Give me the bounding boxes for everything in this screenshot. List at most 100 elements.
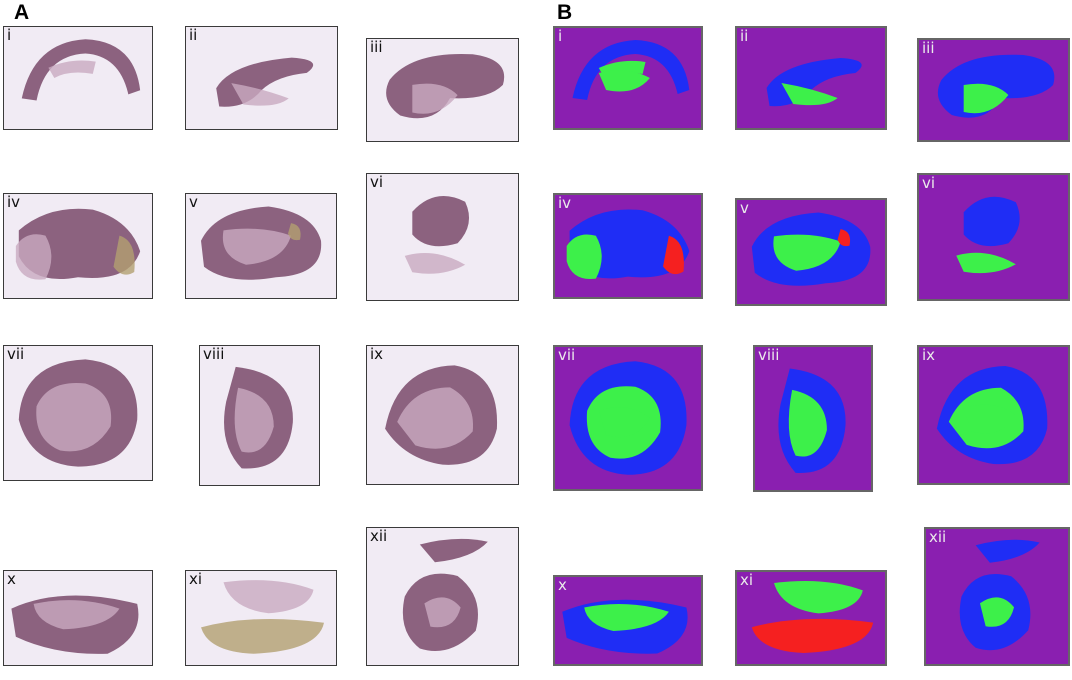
panel-b-tile-viii: viii bbox=[753, 345, 873, 492]
tile-label: vi bbox=[922, 174, 936, 192]
tissue-section-image bbox=[402, 538, 488, 652]
tile-label: ix bbox=[370, 345, 384, 363]
tile-label: i bbox=[558, 27, 563, 45]
panel-b-tile-iii: iii bbox=[917, 38, 1070, 142]
panel-b-tile-i: i bbox=[553, 26, 703, 130]
panel-a-tile-v: v bbox=[185, 193, 337, 299]
panel-b-tile-iv: iv bbox=[553, 193, 703, 299]
tissue-region bbox=[937, 54, 1055, 118]
panel-a-tile-x: x bbox=[3, 570, 153, 666]
tissue-region bbox=[572, 40, 690, 100]
tile-label: ii bbox=[189, 26, 198, 44]
tissue-region bbox=[15, 234, 52, 280]
tissue-region bbox=[963, 404, 1016, 434]
tissue-region bbox=[774, 580, 863, 614]
tile-label: viii bbox=[203, 345, 225, 363]
panel-a-tile-vi: vi bbox=[366, 173, 519, 301]
tissue-section-image bbox=[569, 361, 687, 475]
tissue-section-image bbox=[385, 365, 498, 465]
panel-b-tile-v: v bbox=[735, 198, 887, 306]
tissue-section-image bbox=[778, 368, 846, 473]
tile-label: vii bbox=[558, 346, 576, 364]
tissue-section-image bbox=[936, 366, 1048, 465]
tissue-region bbox=[837, 229, 851, 247]
tissue-region bbox=[397, 387, 474, 449]
tissue-region bbox=[963, 196, 1020, 247]
tile-label: v bbox=[740, 199, 749, 217]
tissue-region bbox=[956, 252, 1016, 274]
tile-label: xi bbox=[740, 571, 754, 589]
tissue-region bbox=[424, 597, 461, 628]
panel-a-tile-xii: xii bbox=[366, 527, 519, 666]
tissue-region bbox=[21, 39, 141, 101]
tissue-section-image bbox=[386, 54, 505, 119]
panel-b-tile-ix: ix bbox=[917, 345, 1070, 485]
panel-a-tile-i: i bbox=[3, 26, 153, 130]
panel-b-tile-xii: xii bbox=[924, 527, 1070, 666]
tile-label: ii bbox=[740, 27, 749, 45]
tissue-region bbox=[751, 618, 874, 653]
tile-label: vi bbox=[370, 173, 384, 191]
tissue-section-image bbox=[201, 206, 322, 280]
tissue-section-image bbox=[766, 58, 862, 107]
tissue-region bbox=[788, 389, 827, 457]
tissue-section-image bbox=[937, 54, 1055, 118]
panel-b-tile-x: x bbox=[553, 575, 703, 666]
tissue-section-image bbox=[201, 580, 324, 654]
tissue-region bbox=[598, 407, 650, 438]
tissue-region bbox=[386, 54, 505, 119]
tile-label: xii bbox=[370, 527, 388, 545]
panel-a-tile-viii: viii bbox=[199, 345, 320, 486]
tissue-region bbox=[975, 539, 1040, 563]
tissue-section-image bbox=[15, 208, 141, 280]
tissue-section-image bbox=[11, 595, 139, 654]
tissue-region bbox=[231, 83, 289, 106]
tissue-section-image bbox=[751, 212, 871, 286]
tile-label: x bbox=[7, 570, 16, 588]
panel-b-tile-xi: xi bbox=[735, 570, 887, 666]
tissue-region bbox=[234, 387, 274, 453]
tissue-region bbox=[781, 83, 838, 106]
tissue-section-image bbox=[18, 359, 138, 467]
panel-a-tile-xi: xi bbox=[185, 570, 337, 666]
tile-label: xii bbox=[929, 528, 947, 546]
tissue-region bbox=[113, 235, 135, 275]
tissue-region bbox=[412, 196, 470, 247]
tissue-region bbox=[201, 618, 324, 654]
panel-a-tile-vii: vii bbox=[3, 345, 153, 481]
panel-b-tile-vi: vi bbox=[917, 173, 1070, 301]
tile-label: vii bbox=[7, 345, 25, 363]
panel-a-tile-ix: ix bbox=[366, 345, 519, 485]
tissue-region bbox=[773, 234, 841, 271]
tissue-region bbox=[963, 83, 1009, 114]
tile-label: viii bbox=[758, 346, 780, 364]
tissue-region bbox=[419, 538, 488, 563]
tissue-section-image bbox=[566, 209, 690, 280]
tissue-region bbox=[584, 603, 669, 631]
panel-a-tile-ii: ii bbox=[185, 26, 338, 130]
tissue-region bbox=[663, 235, 684, 275]
tissue-region bbox=[222, 228, 291, 265]
panel-a-tile-iv: iv bbox=[3, 193, 153, 299]
tissue-section-image bbox=[572, 40, 690, 100]
tissue-section-image bbox=[224, 366, 293, 469]
panel-b-tile-ii: ii bbox=[735, 26, 887, 130]
tissue-section-image bbox=[562, 599, 688, 654]
tissue-section-image bbox=[959, 539, 1040, 651]
tissue-region bbox=[404, 252, 466, 274]
tissue-region bbox=[288, 223, 301, 241]
tile-label: ix bbox=[922, 346, 936, 364]
tissue-region bbox=[566, 234, 602, 280]
tile-label: xi bbox=[189, 570, 203, 588]
tile-label: iv bbox=[7, 193, 21, 211]
tile-label: iii bbox=[922, 39, 935, 57]
tissue-region bbox=[598, 70, 650, 92]
panel-a-label: A bbox=[14, 1, 30, 24]
tissue-section-image bbox=[956, 196, 1020, 274]
tissue-region bbox=[979, 597, 1015, 627]
tissue-section-image bbox=[404, 196, 470, 274]
tissue-region bbox=[36, 382, 112, 452]
tissue-region bbox=[33, 600, 120, 630]
tile-label: i bbox=[7, 26, 12, 44]
tissue-section-image bbox=[216, 57, 314, 107]
